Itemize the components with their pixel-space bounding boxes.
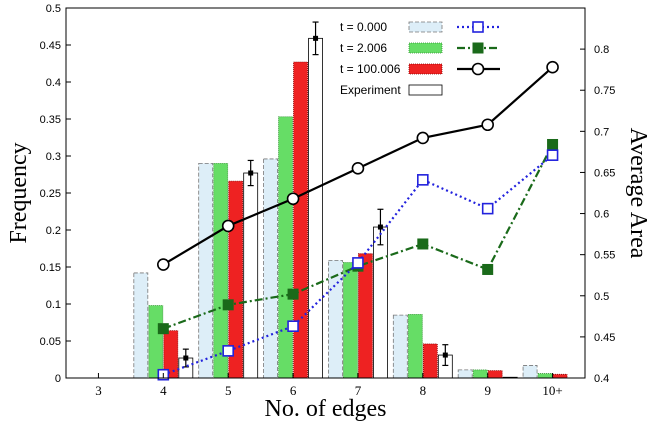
bar-0-5 xyxy=(198,162,214,379)
line-point-2-10+ xyxy=(546,60,559,74)
line-point-2-8 xyxy=(416,131,430,145)
y-tick-label: 0.5 xyxy=(46,3,61,15)
bar-1-6 xyxy=(278,116,293,379)
x-tick-label: 3 xyxy=(95,383,102,398)
y-tick-label: 0.15 xyxy=(40,262,61,274)
legend-marker-2 xyxy=(471,62,485,76)
y2-tick-label: 0.8 xyxy=(594,44,609,56)
line-point-1-9 xyxy=(482,263,494,275)
bar-2-10+ xyxy=(552,373,568,379)
bar-1-9 xyxy=(472,369,488,379)
bar-1-8 xyxy=(407,313,423,379)
x-tick-label: 6 xyxy=(290,383,297,398)
y-tick-label: 0.45 xyxy=(40,40,61,52)
error-center-4 xyxy=(183,355,189,361)
line-point-0-10+ xyxy=(546,149,559,161)
y2-tick-label: 0.4 xyxy=(594,373,609,385)
y-tick-label: 0.4 xyxy=(46,77,61,89)
line-point-0-8 xyxy=(417,174,429,186)
y-tick-label: 0.3 xyxy=(46,151,61,163)
line-point-0-7 xyxy=(352,257,364,269)
bar-3-7 xyxy=(373,226,388,379)
bar-0-6 xyxy=(263,158,278,379)
error-bar-layer xyxy=(182,21,449,368)
y-tick-label: 0.2 xyxy=(46,225,61,237)
y2-axis-label: Average Area xyxy=(625,128,649,259)
bar-3-5 xyxy=(243,172,259,379)
x-tick-label: 7 xyxy=(355,383,362,398)
x-tick-label: 5 xyxy=(225,383,232,398)
y2-tick-label: 0.6 xyxy=(594,209,609,221)
legend-swatch-1 xyxy=(408,42,443,54)
legend-swatch-2 xyxy=(408,63,443,75)
legend-label-2: t = 100.006 xyxy=(340,62,401,76)
bar-2-7 xyxy=(358,253,373,379)
x-tick-label: 10+ xyxy=(542,383,562,398)
x-tick-label: 4 xyxy=(160,383,167,398)
line-point-1-6 xyxy=(287,288,299,300)
bar-3-6 xyxy=(308,37,323,379)
y2-tick-label: 0.75 xyxy=(594,85,615,97)
tick-layer: 0 0.05 0.1 0.15 0.2 0.25 0.3 0.35 0.4 0.45 0.5 0.4 0… xyxy=(40,3,616,398)
bar-0-7 xyxy=(328,259,343,379)
y-tick-label: 0.25 xyxy=(40,188,61,200)
line-point-2-9 xyxy=(481,118,494,132)
x-axis-label: No. of edges xyxy=(265,396,387,422)
legend: t = 0.000 t = 2.006 t = 100.006 Experiment xyxy=(340,20,500,97)
y2-tick-label: 0.7 xyxy=(594,126,609,138)
legend-label-1: t = 2.006 xyxy=(340,41,387,55)
y-tick-label: 0.35 xyxy=(40,114,61,126)
error-center-5 xyxy=(248,170,254,176)
line-point-2-6 xyxy=(286,192,300,206)
line-point-0-6 xyxy=(287,320,299,333)
legend-label-3: Experiment xyxy=(340,83,401,97)
legend-label-0: t = 0.000 xyxy=(340,20,387,34)
y2-tick-label: 0.5 xyxy=(594,291,609,303)
y-axis-label: Frequency xyxy=(6,142,32,243)
line-layer xyxy=(157,60,559,381)
line-point-1-4 xyxy=(157,323,169,335)
bar-1-5 xyxy=(213,162,229,379)
y2-tick-label: 0.55 xyxy=(594,250,615,262)
bar-2-8 xyxy=(422,343,438,379)
y-tick-label: 0.05 xyxy=(40,336,61,348)
y2-tick-label: 0.65 xyxy=(594,167,615,179)
line-point-1-5 xyxy=(222,299,234,311)
line-point-2-7 xyxy=(351,162,365,175)
x-tick-label: 8 xyxy=(420,383,427,398)
error-center-6 xyxy=(313,35,319,41)
line-point-1-8 xyxy=(417,238,429,250)
legend-swatch-3 xyxy=(408,84,443,96)
legend-marker-0 xyxy=(472,21,484,33)
bar-0-10+ xyxy=(522,365,538,379)
y-tick-label: 0.1 xyxy=(46,299,61,311)
legend-swatch-0 xyxy=(408,21,443,33)
bar-2-9 xyxy=(487,370,503,379)
error-center-7 xyxy=(377,224,383,230)
bar-0-4 xyxy=(133,272,149,379)
legend-marker-1 xyxy=(472,42,484,54)
bar-0-9 xyxy=(457,369,473,379)
line-point-2-4 xyxy=(157,258,170,271)
y2-tick-label: 0.45 xyxy=(594,332,615,344)
bar-0-8 xyxy=(392,314,408,379)
x-tick-label: 9 xyxy=(484,383,491,398)
line-point-0-5 xyxy=(222,345,234,357)
line-point-2-5 xyxy=(221,219,235,233)
bar-1-4 xyxy=(148,305,164,379)
bar-1-7 xyxy=(343,262,358,379)
y-tick-label: 0 xyxy=(55,373,61,385)
line-point-1-10+ xyxy=(547,138,559,150)
bar-layer xyxy=(133,37,568,379)
line-point-0-9 xyxy=(481,202,494,215)
error-center-8 xyxy=(442,352,448,358)
bar-1-10+ xyxy=(537,373,553,379)
